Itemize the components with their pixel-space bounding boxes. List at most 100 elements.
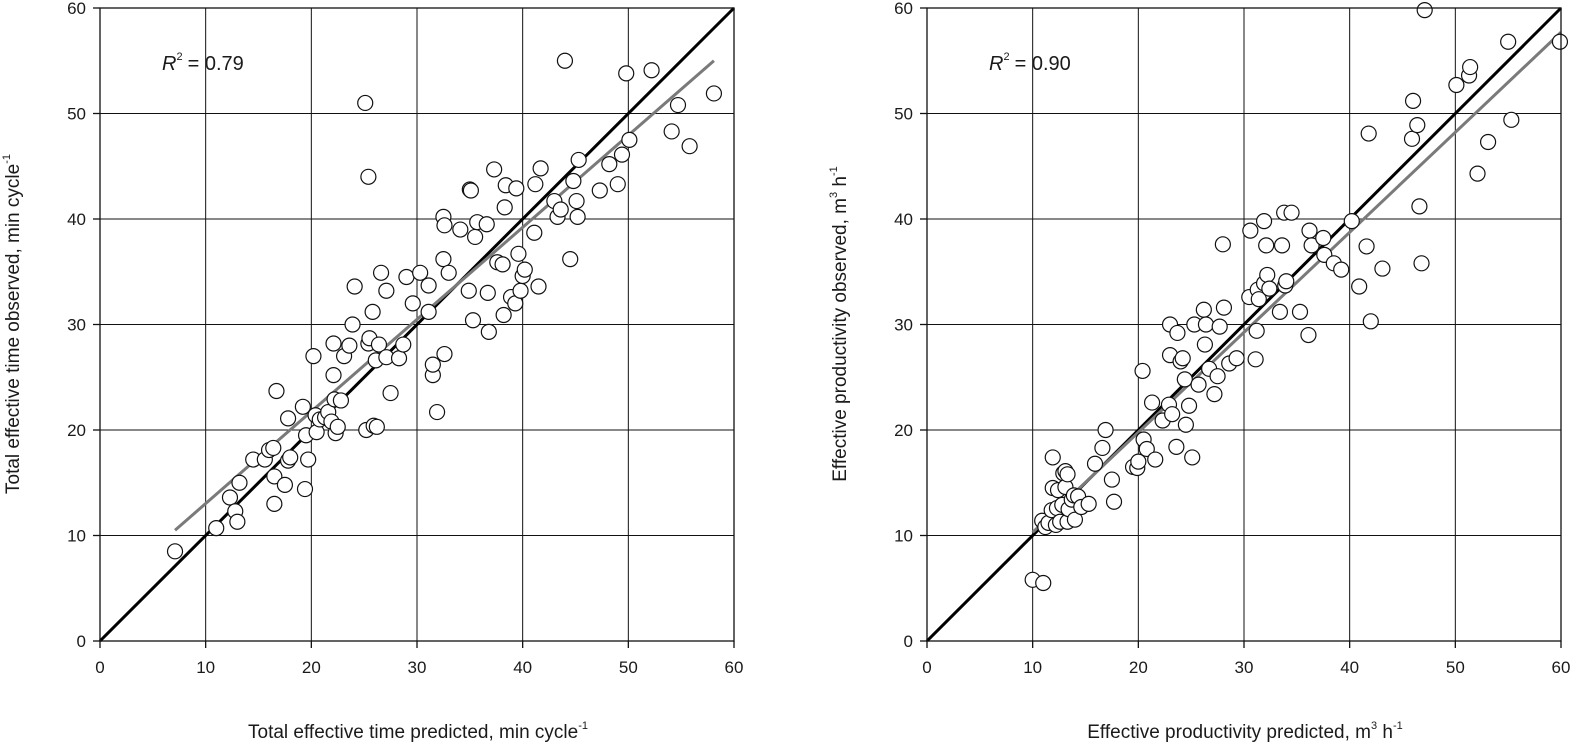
y-axis-title-tail-superscript: -1 (828, 166, 840, 176)
chart-productivity-data-point (1143, 394, 1161, 411)
chart-time-data-point (420, 277, 437, 294)
chart-productivity-x-tick-label: 60 (1552, 658, 1571, 677)
chart-time-data-point (344, 316, 361, 333)
chart-productivity-data-point (1409, 117, 1426, 134)
chart-productivity-y-tick-label: 60 (894, 0, 913, 18)
chart-time-data-point (705, 85, 723, 102)
chart-time-data-point (435, 250, 452, 268)
chart-productivity-data-point (1103, 471, 1121, 488)
chart-time-data-point (552, 201, 569, 218)
chart-productivity-data-point (1147, 451, 1164, 468)
chart-time-data-point (618, 65, 635, 82)
chart-time-data-point (512, 282, 529, 299)
y-axis-title-text: Effective productivity observed, m (830, 198, 851, 482)
chart-time-data-point (479, 284, 496, 301)
chart-productivity-x-tick-label: 20 (1129, 658, 1148, 677)
chart-productivity-data-point (1301, 222, 1318, 239)
chart-productivity-x-tick-label: 50 (1446, 658, 1465, 677)
chart-productivity-data-point (1255, 213, 1273, 230)
r2-symbol: R (989, 53, 1003, 75)
x-axis-title-superscript: 3 (1371, 720, 1377, 732)
chart-time-points (166, 52, 723, 560)
chart-time-data-point (398, 268, 415, 286)
chart-productivity-x-tick-label: 30 (1235, 658, 1254, 677)
chart-productivity-x-tick-label: 40 (1340, 658, 1359, 677)
chart-time-y-tick-label: 50 (67, 105, 86, 124)
chart-productivity-data-point (1360, 125, 1377, 142)
chart-time-data-point (424, 356, 441, 373)
chart-time-x-tick-label: 10 (196, 658, 215, 677)
chart-time-x-tick-label: 0 (95, 658, 104, 677)
chart-productivity-data-point (1211, 318, 1228, 335)
chart-productivity-data-point (1174, 350, 1191, 367)
chart-time-data-point (420, 303, 437, 320)
chart-productivity-y-axis-title: Effective productivity observed, m3 h-1 (828, 166, 851, 482)
chart-time-data-point (294, 398, 311, 415)
chart-productivity-data-point (1169, 324, 1186, 342)
chart-time-y-tick-label: 60 (67, 0, 86, 18)
chart-productivity-y-tick-label: 0 (904, 632, 913, 651)
chart-productivity-data-point (1271, 303, 1289, 320)
chart-time-data-point (530, 278, 547, 295)
chart-time-data-point (562, 250, 579, 268)
chart-time-data-point (486, 161, 503, 178)
chart-productivity-data-point (1278, 273, 1295, 290)
chart-productivity-data-point (1283, 204, 1300, 221)
chart-productivity: 0 10 20 30 40 50 60 0 10 20 30 40 50 60 R2 = 0.90 Effe… (828, 0, 1570, 743)
chart-time-data-point (613, 146, 631, 163)
chart-productivity-data-point (1413, 255, 1430, 272)
chart-time-data-point (364, 303, 381, 320)
chart-productivity-x-tick-label: 10 (1023, 658, 1042, 677)
chart-time-x-axis-title: Total effective time predicted, min cycl… (248, 720, 588, 743)
chart-productivity-data-point (1479, 133, 1497, 151)
chart-time-one-to-one-line (98, 6, 736, 643)
chart-productivity-data-point (1059, 466, 1076, 483)
chart-productivity-data-point (1462, 58, 1479, 76)
chart-productivity-data-point (1196, 336, 1214, 353)
chart-time-y-tick-label: 20 (67, 421, 86, 440)
chart-time-data-point (495, 306, 512, 324)
chart-productivity-y-tick-label: 40 (894, 210, 913, 229)
chart-productivity-data-point (1242, 222, 1259, 239)
chart-productivity-data-point (1503, 111, 1520, 128)
r2-value: = 0.90 (1015, 53, 1071, 75)
chart-productivity-data-point (1250, 291, 1267, 308)
chart-time-data-point (332, 392, 350, 409)
chart-time-data-point (360, 168, 377, 185)
chart-productivity-y-tick-label: 20 (894, 421, 913, 440)
chart-productivity-data-point (1362, 313, 1379, 330)
chart-productivity-data-point (1273, 237, 1291, 254)
x-axis-title-text: Total effective time predicted, min cycl… (248, 722, 578, 743)
chart-time-data-point (516, 261, 533, 278)
chart-time-data-point (569, 208, 586, 225)
chart-time-data-point (591, 182, 608, 199)
chart-productivity-data-point (1215, 299, 1233, 316)
chart-productivity-x-tick-label: 0 (922, 658, 931, 677)
chart-time-data-point (556, 52, 574, 69)
chart-time-y-tick-label: 10 (67, 527, 86, 546)
y-axis-title-tail: h (830, 176, 851, 192)
chart-productivity-data-point (1374, 260, 1391, 277)
chart-productivity-x-axis-title: Effective productivity predicted, m3 h-1 (1087, 720, 1403, 743)
chart-productivity-data-point (1138, 440, 1155, 458)
chart-time-data-point (527, 176, 544, 193)
chart-time-data-point (305, 348, 322, 365)
chart-productivity-y-tick-label: 10 (894, 527, 913, 546)
chart-productivity-data-point (1248, 322, 1265, 339)
chart-time-data-point (325, 335, 342, 352)
chart-time-data-point (341, 337, 358, 354)
chart-time-data-point (601, 156, 618, 173)
chart-productivity-data-point (1303, 237, 1320, 254)
chart-time-data-point (621, 131, 638, 148)
chart-productivity-data-point (1351, 278, 1368, 295)
r2-symbol: R (162, 53, 176, 75)
y-axis-title-superscript: -1 (1, 154, 13, 164)
chart-time-data-point (382, 384, 399, 402)
chart-productivity-regression-line (1031, 31, 1563, 534)
chart-productivity-data-point (1403, 130, 1421, 147)
chart-productivity-data-point (1176, 371, 1193, 388)
chart-productivity-data-point (1411, 198, 1428, 215)
chart-time-data-point (464, 312, 482, 329)
chart-time-data-point (643, 62, 660, 79)
chart-time-data-point (229, 513, 246, 530)
